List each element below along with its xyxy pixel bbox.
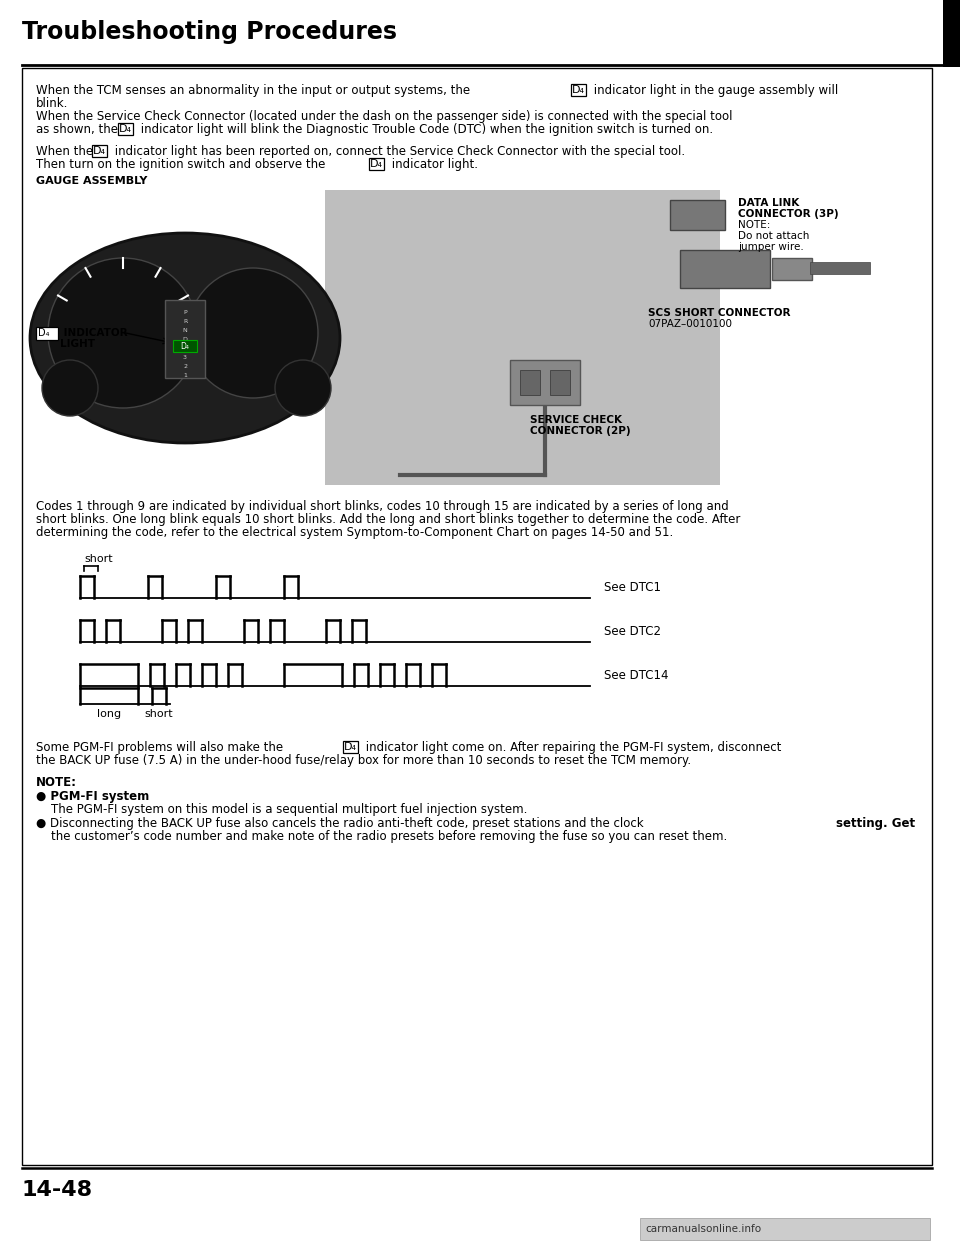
- Text: D: D: [182, 337, 187, 342]
- Text: D₄: D₄: [38, 328, 50, 338]
- Text: See DTC2: See DTC2: [604, 624, 661, 638]
- Text: indicator light.: indicator light.: [388, 158, 478, 172]
- Text: ● PGM-FI system: ● PGM-FI system: [36, 791, 149, 803]
- Text: D₄: D₄: [344, 742, 357, 752]
- Text: CONNECTOR (2P): CONNECTOR (2P): [530, 426, 631, 436]
- Circle shape: [275, 360, 331, 416]
- Text: 07PAZ–0010100: 07PAZ–0010100: [648, 319, 732, 329]
- Text: When the Service Check Connector (located under the dash on the passenger side) : When the Service Check Connector (locate…: [36, 109, 732, 123]
- Text: long: long: [97, 709, 121, 718]
- Text: D₄: D₄: [572, 85, 585, 94]
- Bar: [165, 300, 205, 378]
- Bar: [640, 1218, 930, 1241]
- Text: SERVICE CHECK: SERVICE CHECK: [530, 415, 622, 425]
- Text: Some PGM-FI problems will also make the: Some PGM-FI problems will also make the: [36, 741, 287, 755]
- Text: R: R: [182, 319, 187, 324]
- Text: indicator light has been reported on, connect the Service Check Connector with t: indicator light has been reported on, co…: [111, 145, 685, 158]
- Bar: [670, 200, 725, 230]
- Text: See DTC14: See DTC14: [604, 669, 668, 681]
- Text: the customer’s code number and make note of the radio presets before removing th: the customer’s code number and make note…: [36, 830, 728, 843]
- Text: ● Disconnecting the BACK UP fuse also cancels the radio anti-theft code, preset : ● Disconnecting the BACK UP fuse also ca…: [36, 817, 647, 830]
- Circle shape: [188, 268, 318, 398]
- Text: When the TCM senses an abnormality in the input or output systems, the: When the TCM senses an abnormality in th…: [36, 85, 474, 97]
- Text: SCS SHORT CONNECTOR: SCS SHORT CONNECTOR: [648, 308, 790, 318]
- Text: GAUGE ASSEMBLY: GAUGE ASSEMBLY: [36, 177, 148, 186]
- Text: short: short: [145, 709, 174, 718]
- Text: short blinks. One long blink equals 10 short blinks. Add the long and short blin: short blinks. One long blink equals 10 s…: [36, 513, 740, 526]
- Text: Codes 1 through 9 are indicated by individual short blinks, codes 10 through 15 : Codes 1 through 9 are indicated by indiv…: [36, 500, 729, 513]
- Text: determining the code, refer to the electrical system Symptom-to-Component Chart : determining the code, refer to the elect…: [36, 526, 673, 539]
- Text: setting. Get: setting. Get: [836, 817, 915, 830]
- Text: D₄: D₄: [119, 124, 132, 134]
- Text: INDICATOR: INDICATOR: [60, 328, 128, 338]
- Text: Troubleshooting Procedures: Troubleshooting Procedures: [22, 20, 397, 44]
- Bar: [22, 68, 932, 1165]
- Bar: [772, 259, 812, 280]
- Text: Do not attach: Do not attach: [738, 231, 809, 241]
- Text: as shown, the: as shown, the: [36, 123, 122, 135]
- Text: the BACK UP fuse (7.5 A) in the under-hood fuse/relay box for more than 10 secon: the BACK UP fuse (7.5 A) in the under-ho…: [36, 755, 691, 767]
- Bar: [520, 370, 540, 395]
- Text: D₄: D₄: [370, 159, 383, 169]
- Bar: [510, 360, 580, 405]
- Bar: [810, 262, 870, 273]
- Text: 1: 1: [183, 373, 187, 378]
- Circle shape: [48, 259, 198, 408]
- Bar: [680, 250, 770, 288]
- Text: DATA LINK: DATA LINK: [738, 198, 800, 208]
- Text: D₄: D₄: [93, 145, 106, 157]
- Bar: [36, 327, 58, 341]
- Text: 14-48: 14-48: [22, 1180, 93, 1199]
- Text: 3: 3: [183, 355, 187, 360]
- Text: jumper wire.: jumper wire.: [738, 242, 804, 252]
- Bar: [325, 190, 720, 485]
- Text: indicator light in the gauge assembly will: indicator light in the gauge assembly wi…: [590, 85, 838, 97]
- Text: indicator light come on. After repairing the PGM-FI system, disconnect: indicator light come on. After repairing…: [362, 741, 781, 755]
- Text: indicator light will blink the Diagnostic Trouble Code (DTC) when the ignition s: indicator light will blink the Diagnosti…: [137, 123, 713, 135]
- Text: carmanualsonline.info: carmanualsonline.info: [645, 1224, 761, 1234]
- Text: NOTE:: NOTE:: [36, 776, 77, 789]
- Text: 2: 2: [183, 364, 187, 369]
- Text: 4: 4: [183, 346, 187, 351]
- Text: NOTE:: NOTE:: [738, 220, 770, 230]
- Bar: [943, 0, 960, 67]
- Text: P: P: [183, 310, 187, 314]
- Text: D₄: D₄: [180, 342, 189, 351]
- Bar: [550, 370, 570, 395]
- Text: CONNECTOR (3P): CONNECTOR (3P): [738, 209, 839, 219]
- Text: The PGM-FI system on this model is a sequential multiport fuel injection system.: The PGM-FI system on this model is a seq…: [36, 803, 527, 815]
- Text: short: short: [84, 554, 112, 564]
- Text: blink.: blink.: [36, 97, 68, 109]
- Text: Then turn on the ignition switch and observe the: Then turn on the ignition switch and obs…: [36, 158, 329, 172]
- Text: N: N: [182, 328, 187, 333]
- Bar: [173, 341, 197, 352]
- Text: When the: When the: [36, 145, 97, 158]
- Circle shape: [42, 360, 98, 416]
- Ellipse shape: [30, 232, 340, 443]
- Text: LIGHT: LIGHT: [60, 339, 95, 349]
- Text: See DTC1: See DTC1: [604, 580, 661, 593]
